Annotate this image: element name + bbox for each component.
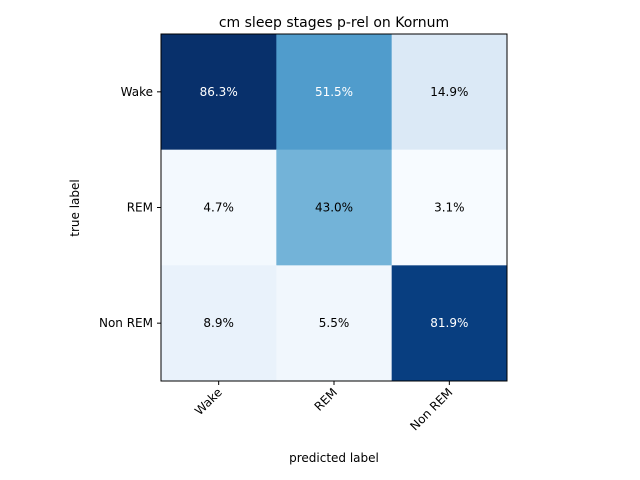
cell-value-label: 14.9%	[430, 85, 468, 99]
heatmap-cells: 86.3% 51.5% 14.9% 4.7% 43.0% 3.1% 8.9% 5.5% 81.9…	[161, 34, 508, 382]
cell-value-label: 86.3%	[200, 85, 238, 99]
y-axis-ticks: Wake REM Non REM	[99, 85, 161, 330]
x-tick-label: REM	[312, 385, 340, 413]
heatmap-cell-0-1	[276, 34, 393, 151]
heatmap-cell-1-1	[276, 149, 393, 266]
cell-value-label: 3.1%	[434, 201, 465, 215]
y-axis-label: true label	[68, 179, 82, 236]
cell-value-label: 81.9%	[430, 316, 468, 330]
y-tick-label: Wake	[121, 85, 153, 99]
chart-title: cm sleep stages p-rel on Kornum	[219, 15, 449, 31]
y-tick-label: Non REM	[99, 316, 153, 330]
cell-value-label: 8.9%	[203, 316, 234, 330]
heatmap-cell-2-0	[161, 265, 277, 382]
heatmap-cell-1-0	[161, 149, 277, 266]
x-tick-label: Wake	[192, 385, 225, 418]
cell-value-label: 51.5%	[315, 85, 353, 99]
heatmap-cell-2-1	[276, 265, 393, 382]
y-tick-label: REM	[127, 201, 153, 215]
x-tick-label: Non REM	[407, 385, 455, 433]
heatmap-cell-1-2	[391, 149, 508, 266]
cell-value-label: 4.7%	[203, 201, 234, 215]
x-axis-ticks: Wake REM Non REM	[192, 381, 455, 433]
cell-value-label: 43.0%	[315, 201, 353, 215]
heatmap-cell-0-2	[391, 34, 508, 151]
heatmap-cell-2-2	[391, 265, 508, 382]
heatmap-cell-0-0	[161, 34, 277, 151]
x-axis-label: predicted label	[289, 451, 379, 465]
cell-value-label: 5.5%	[319, 316, 350, 330]
